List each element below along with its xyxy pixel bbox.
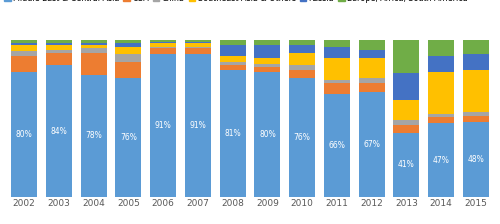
Bar — [46, 65, 72, 197]
Bar — [185, 40, 211, 42]
Bar — [428, 40, 454, 56]
Bar — [11, 40, 37, 43]
Bar — [185, 47, 211, 48]
Bar — [394, 100, 419, 120]
Bar — [220, 65, 246, 70]
Bar — [428, 117, 454, 123]
Bar — [116, 54, 141, 62]
Text: 78%: 78% — [85, 131, 102, 140]
Bar — [289, 70, 315, 78]
Bar — [254, 64, 280, 67]
Bar — [150, 48, 176, 54]
Bar — [428, 123, 454, 197]
Bar — [150, 54, 176, 197]
Bar — [324, 47, 350, 58]
Bar — [463, 40, 489, 54]
Bar — [463, 112, 489, 116]
Bar — [116, 62, 141, 78]
Text: 67%: 67% — [363, 140, 380, 149]
Bar — [254, 67, 280, 72]
Bar — [11, 45, 37, 51]
Bar — [220, 40, 246, 45]
Text: 80%: 80% — [259, 130, 276, 139]
Bar — [150, 47, 176, 48]
Bar — [220, 45, 246, 56]
Text: 41%: 41% — [398, 160, 415, 170]
Bar — [46, 50, 72, 53]
Bar — [428, 72, 454, 114]
Bar — [358, 58, 384, 78]
Bar — [185, 54, 211, 197]
Bar — [394, 120, 419, 125]
Bar — [150, 40, 176, 42]
Bar — [289, 40, 315, 45]
Bar — [394, 125, 419, 133]
Bar — [289, 65, 315, 70]
Bar — [220, 56, 246, 62]
Bar — [220, 70, 246, 197]
Bar — [358, 83, 384, 92]
Bar — [185, 43, 211, 47]
Bar — [46, 45, 72, 50]
Bar — [150, 42, 176, 43]
Bar — [220, 62, 246, 65]
Bar — [46, 43, 72, 45]
Bar — [80, 75, 106, 197]
Bar — [254, 40, 280, 45]
Bar — [289, 53, 315, 65]
Bar — [80, 45, 106, 48]
Text: 76%: 76% — [120, 133, 137, 142]
Bar — [116, 47, 141, 54]
Bar — [463, 122, 489, 197]
Bar — [185, 48, 211, 54]
Bar — [80, 40, 106, 43]
Bar — [324, 83, 350, 94]
Bar — [428, 56, 454, 72]
Text: 66%: 66% — [328, 141, 345, 150]
Bar — [80, 43, 106, 45]
Bar — [324, 94, 350, 197]
Bar — [394, 73, 419, 100]
Text: 48%: 48% — [468, 155, 484, 164]
Text: 81%: 81% — [224, 129, 241, 138]
Bar — [254, 72, 280, 197]
Text: 47%: 47% — [432, 156, 450, 165]
Legend: Middle East & Central Asia, USA, China, Southeast Asia & Others, Russia, Europe,: Middle East & Central Asia, USA, China, … — [4, 0, 468, 3]
Bar — [116, 43, 141, 47]
Bar — [324, 40, 350, 47]
Bar — [428, 114, 454, 117]
Bar — [11, 43, 37, 45]
Text: 80%: 80% — [16, 130, 32, 139]
Text: 76%: 76% — [294, 133, 310, 142]
Bar — [11, 51, 37, 56]
Text: 84%: 84% — [50, 127, 67, 136]
Bar — [80, 48, 106, 53]
Text: 91%: 91% — [190, 121, 206, 130]
Bar — [358, 40, 384, 50]
Bar — [358, 50, 384, 58]
Bar — [254, 58, 280, 64]
Bar — [150, 43, 176, 47]
Bar — [11, 56, 37, 72]
Bar — [394, 40, 419, 73]
Bar — [463, 70, 489, 112]
Bar — [289, 45, 315, 53]
Bar — [116, 78, 141, 197]
Bar — [463, 54, 489, 70]
Bar — [324, 80, 350, 83]
Bar — [80, 53, 106, 75]
Bar — [289, 78, 315, 197]
Bar — [185, 42, 211, 43]
Bar — [324, 58, 350, 80]
Bar — [46, 53, 72, 65]
Bar — [254, 45, 280, 58]
Bar — [463, 116, 489, 122]
Bar — [116, 40, 141, 43]
Bar — [358, 78, 384, 83]
Bar — [11, 72, 37, 197]
Bar — [394, 133, 419, 197]
Bar — [358, 92, 384, 197]
Text: 91%: 91% — [154, 121, 172, 130]
Bar — [46, 40, 72, 43]
